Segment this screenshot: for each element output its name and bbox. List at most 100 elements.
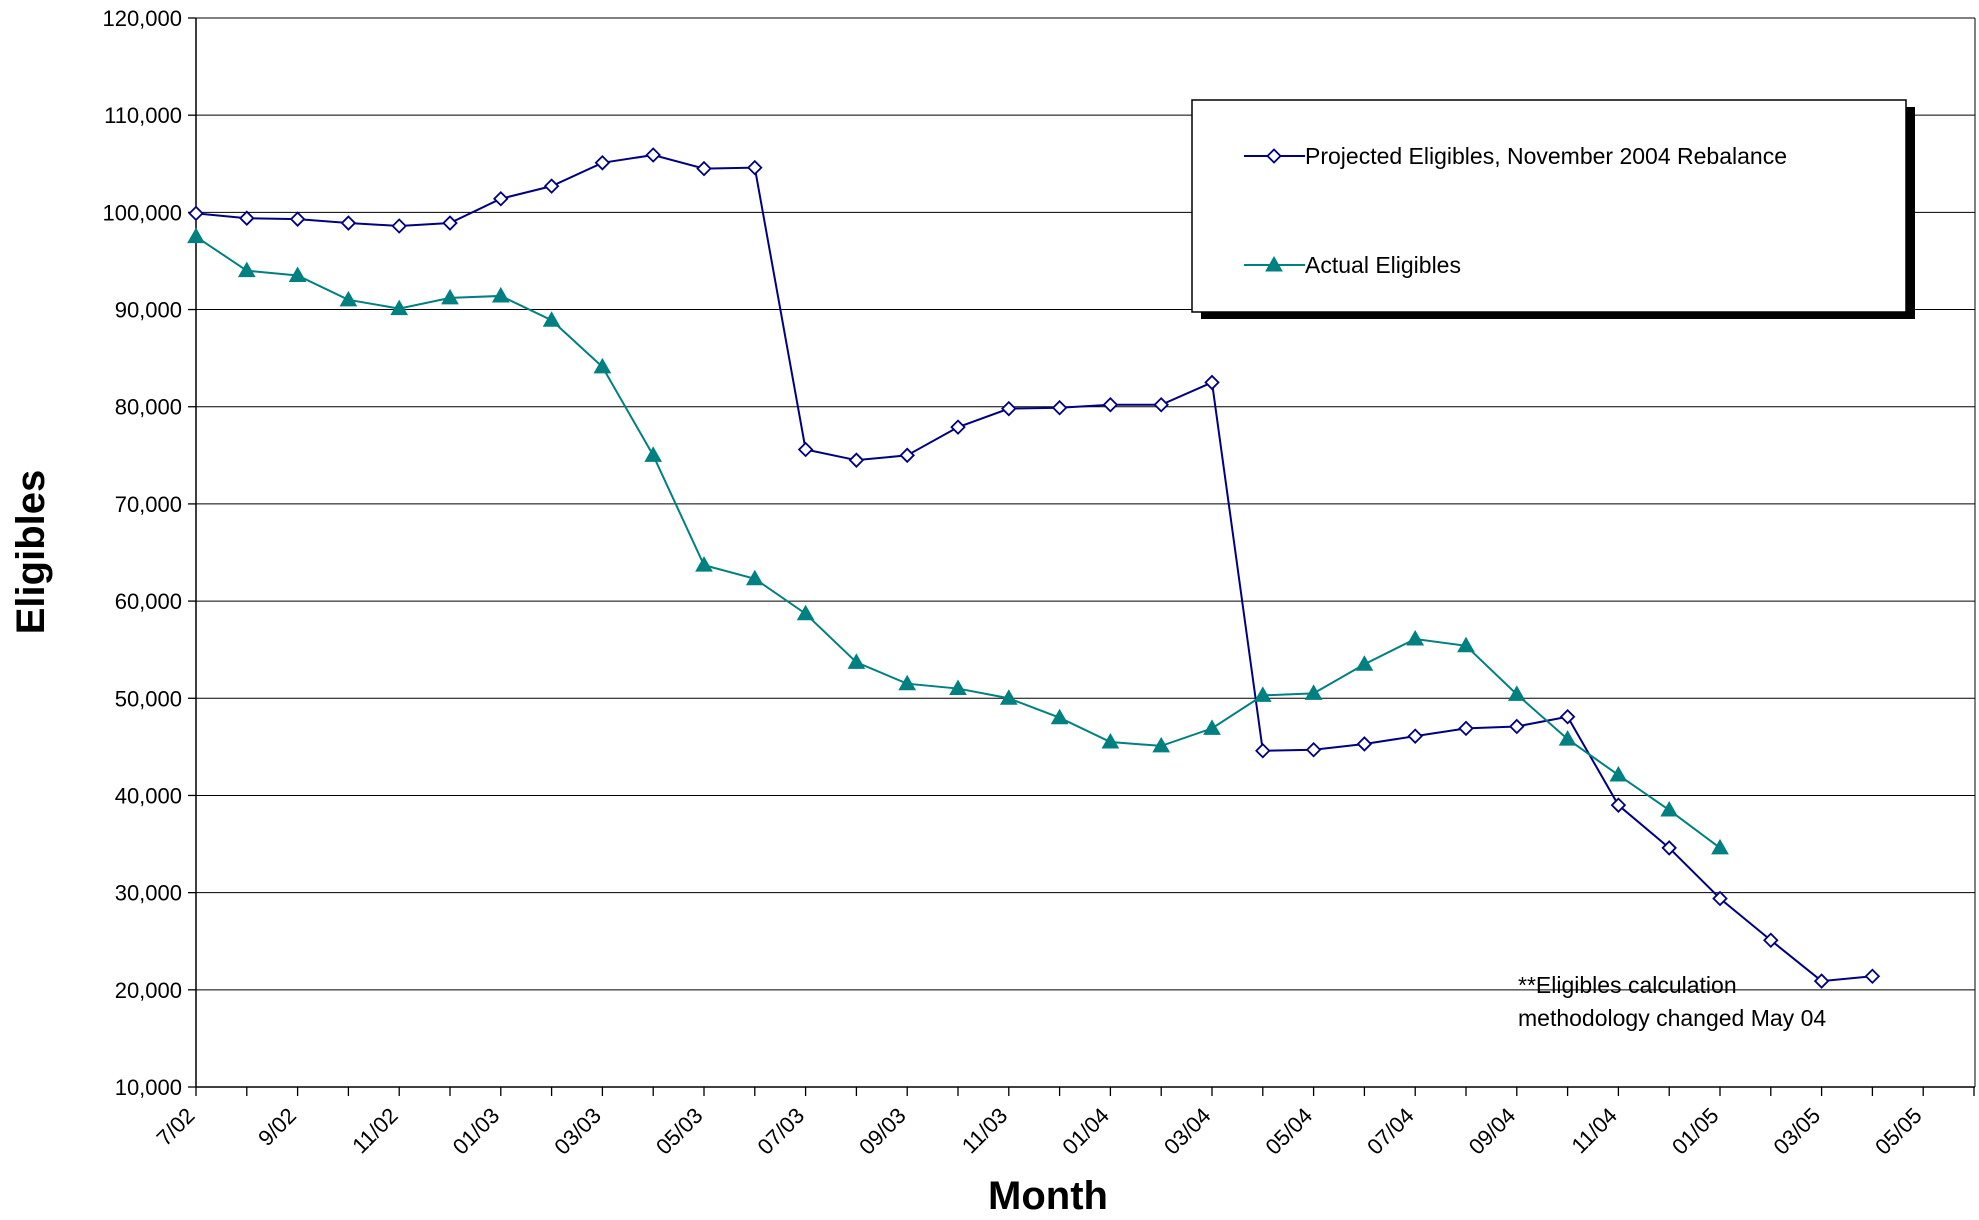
x-tick-label: 05/05 — [1870, 1103, 1927, 1160]
y-tick-label: 120,000 — [102, 6, 182, 31]
data-point-marker — [594, 155, 611, 171]
y-tick-label: 90,000 — [115, 298, 182, 323]
data-point-marker — [1255, 742, 1271, 759]
data-point-marker — [1660, 801, 1679, 817]
data-point-marker — [339, 290, 358, 307]
y-tick-label: 70,000 — [115, 492, 182, 517]
x-tick-label: 9/02 — [253, 1103, 301, 1151]
x-tick-label: 07/04 — [1362, 1103, 1419, 1160]
y-tick-label: 80,000 — [115, 395, 182, 420]
data-point-marker — [1203, 719, 1221, 735]
data-point-marker — [1355, 655, 1374, 671]
data-point-marker — [288, 266, 307, 283]
data-point-marker — [1610, 797, 1627, 813]
y-tick-label: 20,000 — [115, 978, 182, 1003]
data-point-marker — [745, 569, 764, 586]
data-point-marker — [1559, 708, 1576, 725]
series-lines — [187, 147, 1881, 989]
data-point-marker — [542, 311, 561, 327]
y-tick-label: 30,000 — [115, 881, 182, 906]
x-tick-label: 09/04 — [1464, 1103, 1521, 1160]
data-point-marker — [950, 419, 966, 435]
data-point-marker — [1661, 840, 1677, 856]
legend-label: Projected Eligibles, November 2004 Rebal… — [1305, 143, 1787, 169]
y-tick-label: 100,000 — [102, 200, 182, 225]
series-line — [195, 154, 1873, 983]
data-point-marker — [1204, 374, 1220, 391]
y-tick-label: 50,000 — [115, 686, 182, 711]
data-point-marker — [1711, 838, 1729, 855]
data-point-marker — [747, 159, 763, 176]
x-tick-label: 01/03 — [448, 1103, 505, 1160]
x-tick-label: 05/04 — [1261, 1103, 1318, 1160]
data-point-marker — [898, 674, 917, 691]
x-tick-label: 11/03 — [957, 1103, 1012, 1158]
series-2 — [187, 227, 1729, 855]
data-point-marker — [695, 556, 713, 572]
data-point-marker — [1102, 397, 1119, 413]
data-point-marker — [847, 653, 866, 669]
y-axis-title: Eligibles — [9, 470, 53, 635]
data-point-marker — [1356, 736, 1373, 752]
data-point-marker — [187, 227, 205, 244]
x-tick-label: 05/03 — [651, 1103, 708, 1160]
data-point-marker — [239, 210, 255, 226]
data-point-marker — [391, 218, 407, 234]
data-point-marker — [645, 147, 661, 163]
data-point-marker — [1813, 973, 1830, 989]
x-tick-label: 11/02 — [347, 1103, 402, 1158]
data-point-marker — [1101, 732, 1120, 749]
series-1 — [188, 147, 1881, 989]
data-point-marker — [593, 357, 612, 374]
x-tick-label: 09/03 — [854, 1103, 911, 1160]
data-point-marker — [1406, 629, 1425, 646]
x-tick-label: 01/04 — [1057, 1103, 1114, 1160]
data-point-marker — [1507, 685, 1526, 701]
legend-entries: Projected Eligibles, November 2004 Rebal… — [1244, 143, 1787, 278]
data-point-marker — [493, 190, 509, 207]
data-point-marker — [1458, 720, 1474, 737]
data-point-marker — [1609, 766, 1628, 782]
annotation-line-2: methodology changed May 04 — [1518, 1005, 1826, 1031]
data-point-marker — [441, 288, 459, 305]
data-point-marker — [1050, 708, 1069, 725]
data-point-marker — [1763, 932, 1779, 949]
data-point-marker — [340, 215, 357, 231]
annotations: **Eligibles calculation methodology chan… — [1518, 972, 1826, 1031]
data-point-marker — [848, 452, 865, 468]
x-tick-label: 03/04 — [1159, 1103, 1216, 1160]
data-point-marker — [188, 205, 204, 222]
data-point-marker — [237, 261, 256, 278]
data-point-marker — [1864, 968, 1881, 984]
data-point-marker — [1051, 399, 1068, 416]
series-line — [195, 235, 1721, 849]
y-tick-label: 110,000 — [104, 103, 182, 128]
x-tick-label: 11/04 — [1566, 1103, 1621, 1158]
data-point-marker — [696, 160, 712, 177]
data-point-marker — [1153, 397, 1169, 413]
data-point-marker — [797, 441, 814, 458]
data-point-marker — [1407, 728, 1423, 744]
x-tick-label: 03/03 — [549, 1103, 606, 1160]
data-point-marker — [1265, 255, 1283, 272]
data-point-marker — [1266, 148, 1282, 164]
data-point-marker — [1305, 742, 1322, 758]
y-tick-label: 10,000 — [115, 1075, 182, 1100]
y-tick-label: 60,000 — [115, 589, 182, 614]
data-point-marker — [899, 447, 915, 464]
x-tick-label: 01/05 — [1667, 1103, 1724, 1160]
data-point-marker — [1712, 890, 1728, 907]
data-point-marker — [289, 211, 306, 227]
data-point-marker — [1304, 684, 1323, 700]
data-point-marker — [491, 286, 510, 303]
legend-label: Actual Eligibles — [1305, 252, 1461, 278]
data-point-marker — [1253, 686, 1272, 702]
legend-box — [1191, 99, 1907, 313]
data-point-marker — [1509, 718, 1525, 735]
data-point-marker — [999, 689, 1018, 705]
data-point-marker — [1558, 730, 1577, 746]
data-point-marker — [644, 446, 663, 462]
legend: Projected Eligibles, November 2004 Rebal… — [1191, 99, 1915, 319]
annotation-line-1: **Eligibles calculation — [1518, 972, 1737, 998]
data-point-marker — [1001, 400, 1017, 417]
